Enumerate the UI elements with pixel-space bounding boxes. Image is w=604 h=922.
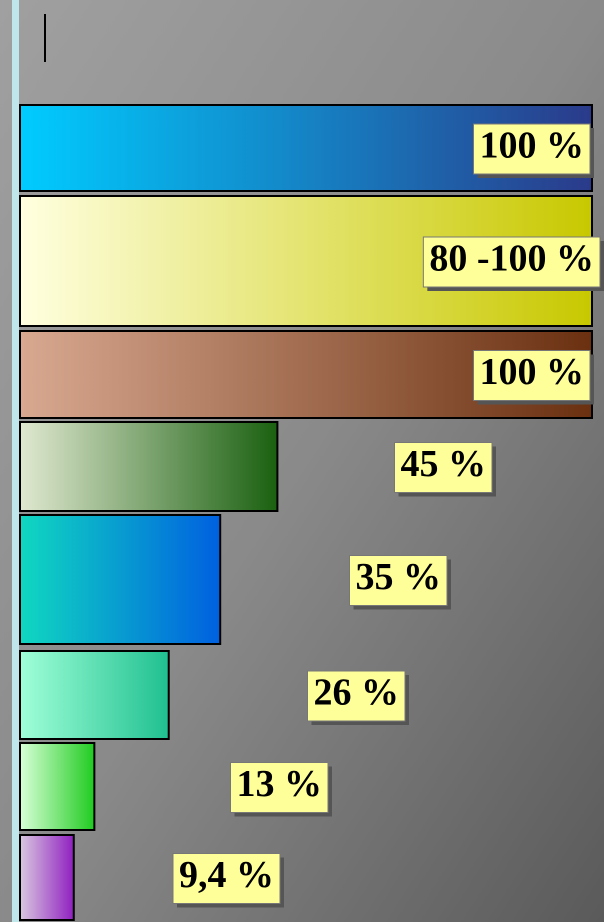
value-label: 13 %: [237, 763, 323, 805]
value-label: 45 %: [401, 443, 487, 485]
bar: [20, 422, 277, 511]
value-label: 80 -100 %: [429, 238, 594, 280]
bar: [20, 651, 169, 739]
value-label: 100 %: [480, 125, 585, 167]
value-label: 9,4 %: [179, 854, 274, 896]
bar: [20, 743, 94, 830]
value-label: 35 %: [356, 556, 442, 598]
value-label: 26 %: [314, 672, 400, 714]
bar: [20, 515, 220, 644]
value-label: 100 %: [480, 351, 585, 393]
chart: 100 % 80 -100 % 100 % 45 % 35 % 26 % 13 % 9,4 %: [0, 0, 604, 922]
side-stripe: [12, 0, 19, 922]
bar: [20, 835, 74, 920]
